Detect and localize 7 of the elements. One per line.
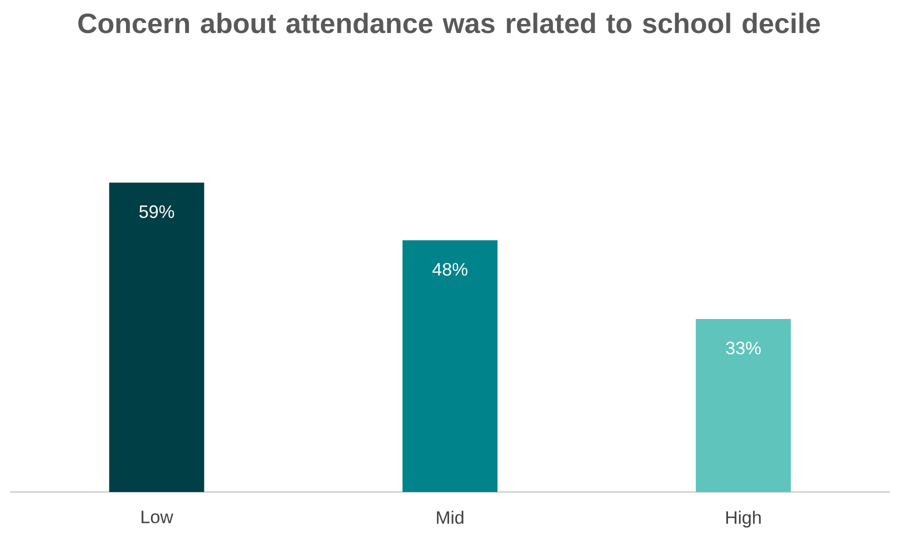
data-label: 48% [432,262,468,276]
chart-title: Concern about attendance was related to school decile [78,12,820,34]
x-tick-label: High [726,510,761,528]
data-label: 33% [726,342,761,354]
data-label: 59% [139,205,174,218]
x-tick-label: Low [142,510,174,524]
x-tick-label: Mid [436,510,464,524]
